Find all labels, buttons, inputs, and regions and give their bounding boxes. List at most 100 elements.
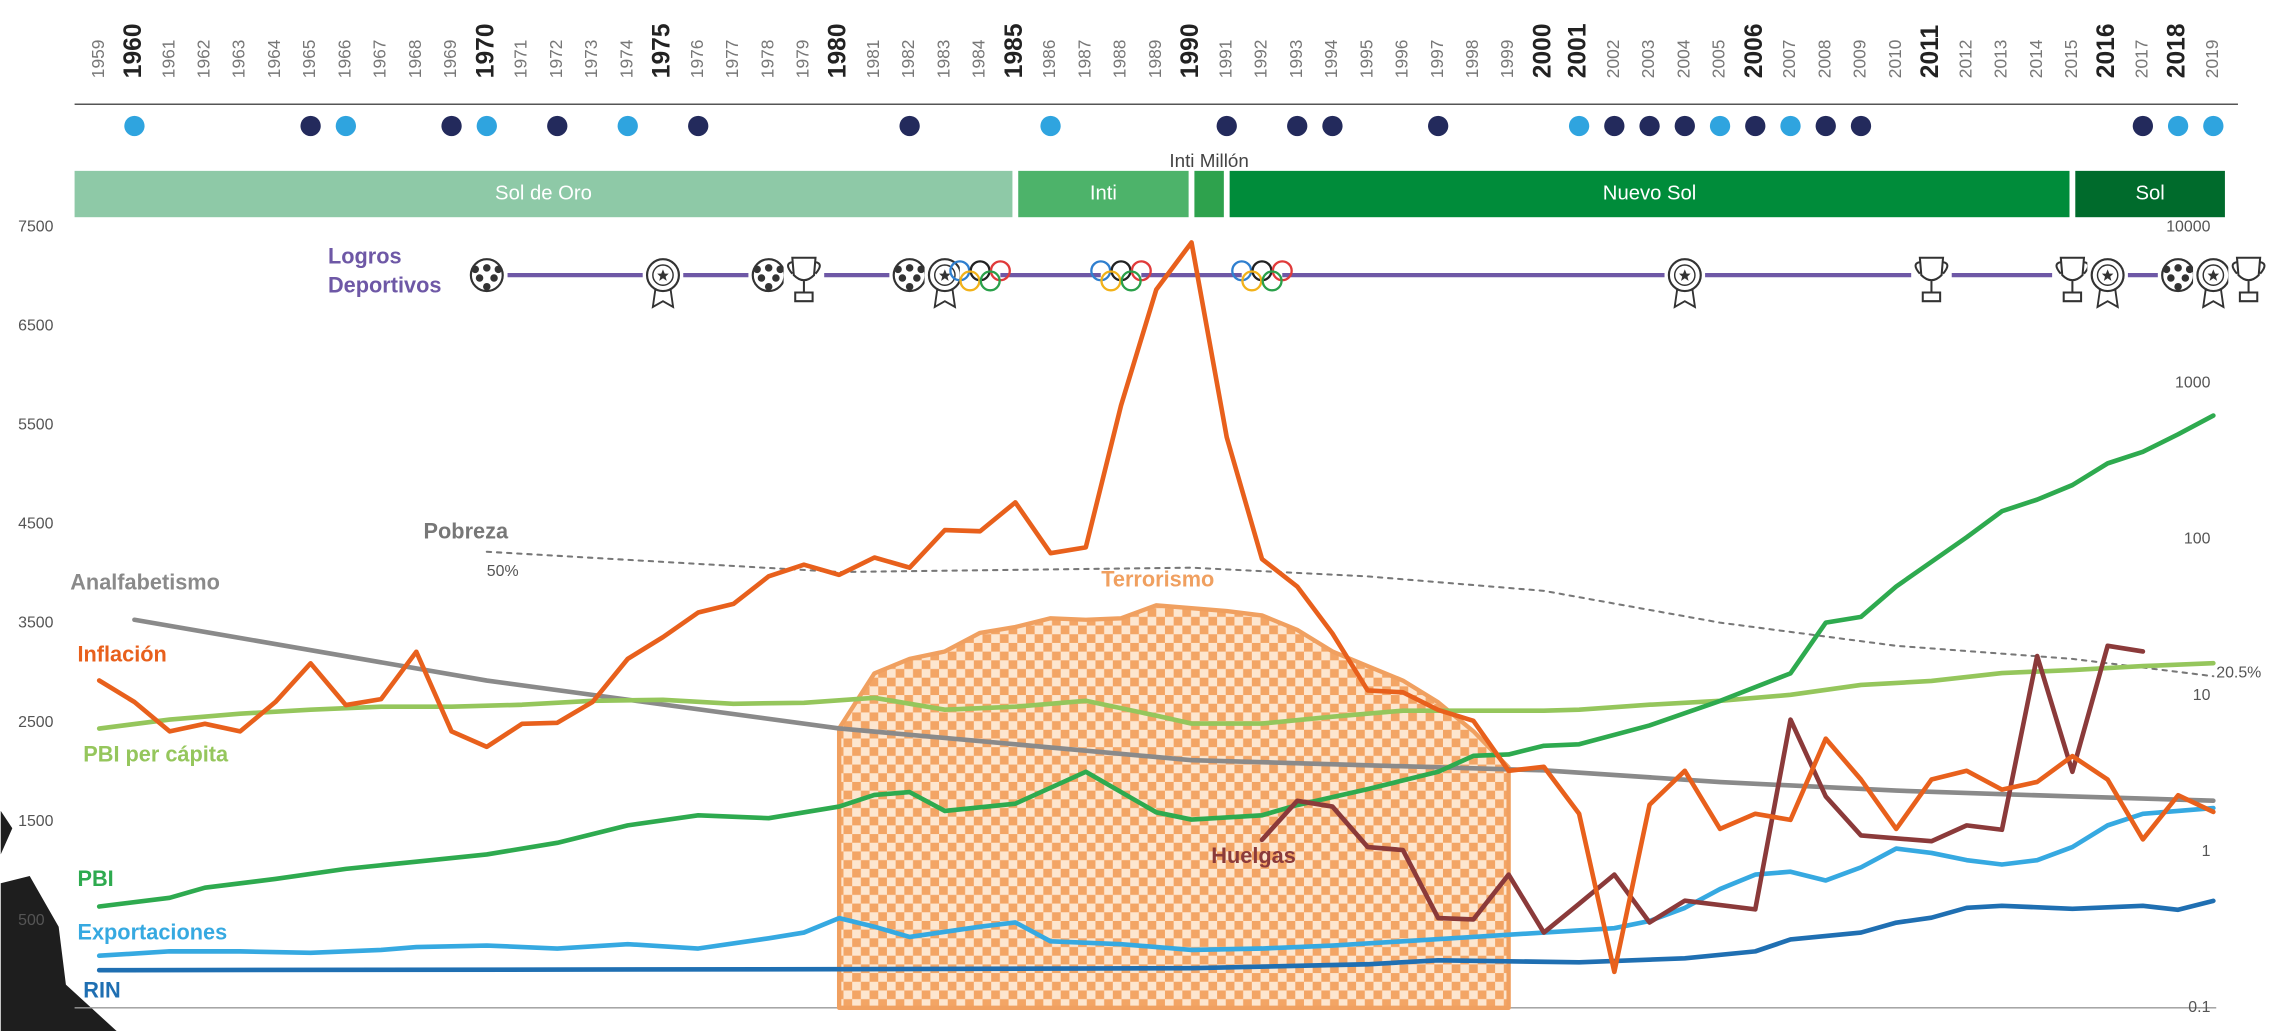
event-dot xyxy=(1569,116,1589,136)
x-tick-label: 2010 xyxy=(1885,40,1905,79)
line-annotation: 50% xyxy=(487,563,519,580)
sports-icon xyxy=(2087,255,2128,307)
x-tick-label: 2018 xyxy=(2164,23,2191,78)
icon-part xyxy=(2174,283,2182,291)
x-tick-label: 2003 xyxy=(1638,40,1658,79)
sports-icon xyxy=(784,255,825,301)
event-dot xyxy=(1780,116,1800,136)
x-tick-label: 1981 xyxy=(863,40,883,79)
sports-icon xyxy=(2052,255,2093,301)
icon-part xyxy=(772,274,780,282)
x-tick-label: 2019 xyxy=(2202,40,2222,79)
x-tick-label: 1976 xyxy=(687,40,707,79)
x-tick-label: 1965 xyxy=(299,40,319,79)
event-dot xyxy=(1851,116,1871,136)
x-tick-label: 2011 xyxy=(1917,25,1944,78)
event-dot xyxy=(1322,116,1342,136)
event-dot xyxy=(441,116,461,136)
event-dot xyxy=(1639,116,1659,136)
icon-part xyxy=(2182,274,2190,282)
x-tick-label: 1998 xyxy=(1462,40,1482,79)
x-tick-label: 2006 xyxy=(1741,23,1768,78)
y-tick-label: 6500 xyxy=(18,318,54,335)
x-tick-label: 1970 xyxy=(472,23,499,78)
y-tick-label: 5500 xyxy=(18,417,54,434)
icon-part xyxy=(894,266,902,274)
icon-part xyxy=(2174,264,2182,272)
x-tick-label: 1997 xyxy=(1427,40,1447,79)
icon-part xyxy=(471,266,479,274)
event-dot xyxy=(336,116,356,136)
series-label: Terrorismo xyxy=(1101,566,1214,591)
sports-title: Logros xyxy=(328,243,402,268)
event-dot xyxy=(547,116,567,136)
sports-icon xyxy=(889,255,930,296)
icon-part xyxy=(917,266,925,274)
event-dot xyxy=(1287,116,1307,136)
x-tick-label: 1986 xyxy=(1039,40,1059,79)
event-dot xyxy=(1710,116,1730,136)
icon-part xyxy=(899,274,907,282)
x-tick-label: 1985 xyxy=(1001,23,1028,78)
series-label: Pobreza xyxy=(424,519,509,544)
x-tick-label: 2004 xyxy=(1673,39,1693,78)
series-label: RIN xyxy=(83,978,120,1003)
x-tick-label: 1968 xyxy=(405,40,425,79)
x-tick-label: 1996 xyxy=(1392,40,1412,79)
y2-tick-label: 1000 xyxy=(2175,375,2211,392)
x-tick-label: 2001 xyxy=(1565,23,1592,78)
icon-part xyxy=(483,264,491,272)
sports-icon xyxy=(467,255,508,296)
sports-icon xyxy=(2193,255,2234,307)
currency-label: Inti xyxy=(1090,182,1117,204)
icon-part xyxy=(777,266,785,274)
x-tick-label: 2000 xyxy=(1529,23,1556,78)
x-tick-label: 1988 xyxy=(1110,40,1130,79)
y2-tick-label: 10 xyxy=(2193,687,2211,704)
x-tick-label: 1974 xyxy=(616,39,636,78)
sports-icon xyxy=(2158,255,2199,296)
x-tick-label: 1966 xyxy=(334,40,354,79)
x-tick-label: 1975 xyxy=(648,23,675,78)
line-annotation: 20.5% xyxy=(2216,665,2261,682)
series-label: Huelgas xyxy=(1211,843,1296,868)
event-dot xyxy=(1040,116,1060,136)
icon-part xyxy=(495,266,503,274)
y-tick-label: 1500 xyxy=(18,813,54,830)
icon-part xyxy=(765,264,773,272)
x-tick-label: 1999 xyxy=(1497,40,1517,79)
x-tick-label: 1994 xyxy=(1321,39,1341,78)
icon-part xyxy=(2167,274,2175,282)
x-tick-label: 1960 xyxy=(120,23,147,78)
x-tick-label: 2014 xyxy=(2026,39,2046,78)
y2-tick-label: 1 xyxy=(2202,843,2211,860)
x-tick-label: 1967 xyxy=(370,40,390,79)
sports-icon xyxy=(1911,255,1952,301)
event-dot xyxy=(1816,116,1836,136)
icon-part xyxy=(906,283,914,291)
x-tick-label: 1990 xyxy=(1177,23,1204,78)
currency-label: Nuevo Sol xyxy=(1603,182,1697,204)
x-tick-label: 1973 xyxy=(581,40,601,79)
event-dot xyxy=(899,116,919,136)
event-dot xyxy=(618,116,638,136)
x-tick-label: 1959 xyxy=(88,40,108,79)
x-tick-label: 1993 xyxy=(1286,40,1306,79)
event-dot xyxy=(2168,116,2188,136)
x-tick-label: 2005 xyxy=(1709,40,1729,79)
x-tick-label: 1989 xyxy=(1145,40,1165,79)
icon-part xyxy=(765,283,773,291)
series-label: Inflación xyxy=(77,642,166,667)
x-tick-label: 1963 xyxy=(229,40,249,79)
x-tick-label: 1971 xyxy=(511,40,531,79)
event-dot xyxy=(2203,116,2223,136)
series-label: Analfabetismo xyxy=(70,569,220,594)
series-label: Exportaciones xyxy=(77,920,227,945)
icon-part xyxy=(490,274,498,282)
x-tick-label: 1978 xyxy=(757,40,777,79)
icon-part xyxy=(906,264,914,272)
x-tick-label: 2013 xyxy=(1991,40,2011,79)
sports-icon xyxy=(643,255,684,307)
page: {"chart_data": { "type": "line", "x": [1… xyxy=(0,0,2272,1031)
y-tick-label: 2500 xyxy=(18,714,54,731)
